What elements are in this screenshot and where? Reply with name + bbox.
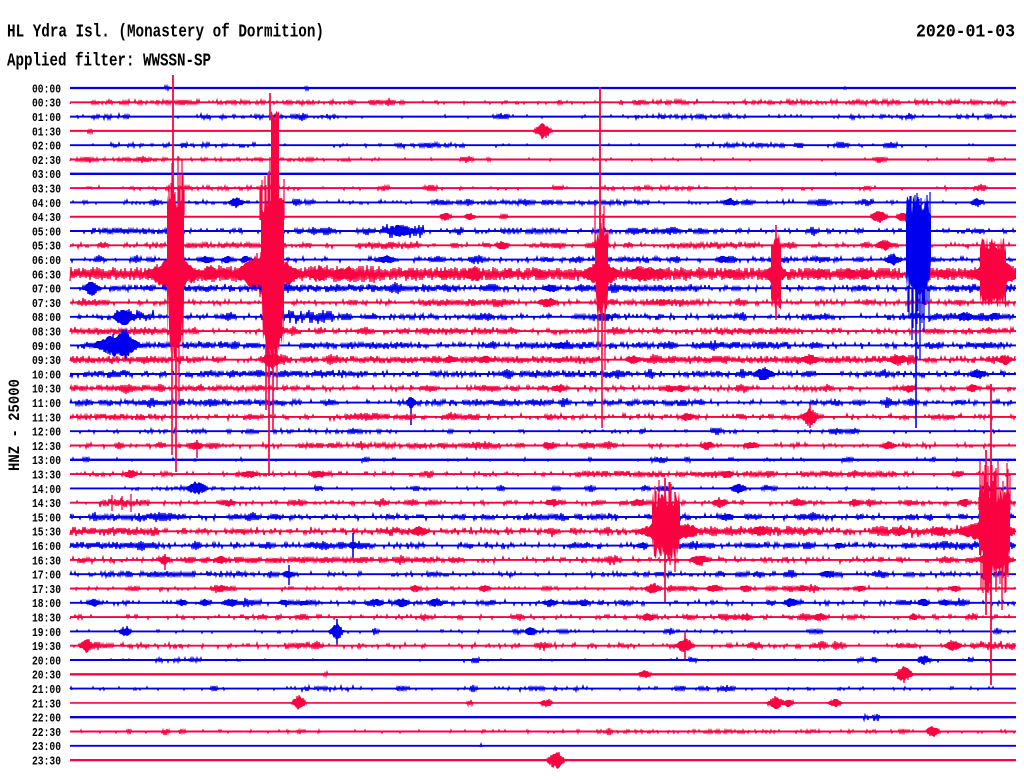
svg-text:21:30: 21:30: [32, 697, 61, 711]
svg-text:20:00: 20:00: [32, 654, 61, 668]
svg-text:18:00: 18:00: [32, 597, 61, 611]
svg-text:22:00: 22:00: [32, 712, 61, 726]
svg-text:13:00: 13:00: [32, 454, 61, 468]
svg-text:12:30: 12:30: [32, 440, 61, 454]
svg-text:HNZ - 25000: HNZ - 25000: [6, 379, 24, 471]
svg-text:00:30: 00:30: [32, 97, 61, 111]
svg-text:04:00: 04:00: [32, 197, 61, 211]
svg-text:10:00: 10:00: [32, 368, 61, 382]
svg-text:11:30: 11:30: [32, 411, 61, 425]
svg-text:05:00: 05:00: [32, 225, 61, 239]
svg-text:22:30: 22:30: [32, 726, 61, 740]
svg-text:08:30: 08:30: [32, 326, 61, 340]
svg-text:14:30: 14:30: [32, 497, 61, 511]
svg-text:07:00: 07:00: [32, 283, 61, 297]
svg-text:HL Ydra Isl. (Monastery of Dor: HL Ydra Isl. (Monastery of Dormition): [7, 23, 324, 43]
svg-text:10:30: 10:30: [32, 383, 61, 397]
svg-text:00:00: 00:00: [32, 82, 61, 96]
svg-text:21:00: 21:00: [32, 683, 61, 697]
svg-text:03:30: 03:30: [32, 183, 61, 197]
svg-text:19:00: 19:00: [32, 626, 61, 640]
svg-text:14:00: 14:00: [32, 483, 61, 497]
svg-text:18:30: 18:30: [32, 612, 61, 626]
svg-text:23:00: 23:00: [32, 740, 61, 754]
svg-text:13:30: 13:30: [32, 469, 61, 483]
svg-text:02:30: 02:30: [32, 154, 61, 168]
svg-text:08:00: 08:00: [32, 311, 61, 325]
svg-text:02:00: 02:00: [32, 140, 61, 154]
svg-text:15:00: 15:00: [32, 511, 61, 525]
svg-text:2020-01-03: 2020-01-03: [916, 23, 1015, 43]
svg-text:05:30: 05:30: [32, 240, 61, 254]
svg-text:16:30: 16:30: [32, 554, 61, 568]
svg-text:17:30: 17:30: [32, 583, 61, 597]
svg-text:19:30: 19:30: [32, 640, 61, 654]
svg-text:06:30: 06:30: [32, 268, 61, 282]
svg-text:01:30: 01:30: [32, 125, 61, 139]
svg-text:03:00: 03:00: [32, 168, 61, 182]
svg-text:09:00: 09:00: [32, 340, 61, 354]
svg-text:17:00: 17:00: [32, 569, 61, 583]
svg-text:15:30: 15:30: [32, 526, 61, 540]
svg-text:07:30: 07:30: [32, 297, 61, 311]
svg-text:01:00: 01:00: [32, 111, 61, 125]
svg-text:20:30: 20:30: [32, 669, 61, 683]
svg-text:11:00: 11:00: [32, 397, 61, 411]
svg-text:09:30: 09:30: [32, 354, 61, 368]
svg-text:16:00: 16:00: [32, 540, 61, 554]
svg-text:Applied filter: WWSSN-SP: Applied filter: WWSSN-SP: [7, 52, 211, 72]
svg-text:23:30: 23:30: [32, 755, 61, 769]
svg-text:12:00: 12:00: [32, 426, 61, 440]
svg-text:06:00: 06:00: [32, 254, 61, 268]
svg-text:04:30: 04:30: [32, 211, 61, 225]
